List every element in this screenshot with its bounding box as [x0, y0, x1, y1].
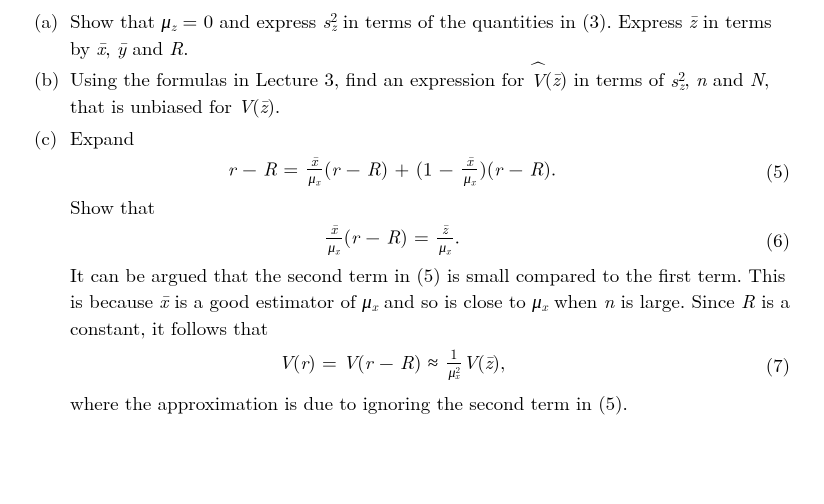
equation-5-number: (5)	[750, 158, 790, 184]
n: n	[604, 287, 615, 314]
text: and so is	[378, 287, 457, 314]
equation-5-body: r − R = x̄μx(r − R) + (1 − x̄μx)(r − R).	[34, 155, 750, 188]
R: R	[741, 287, 755, 314]
frac-xbar-mux: x̄μx	[326, 222, 341, 255]
item-a: (a) Show that μz = 0 and express s2z in …	[34, 8, 790, 60]
show-that: Show that	[70, 194, 790, 220]
text: Show that	[70, 7, 161, 34]
N: N	[750, 66, 764, 93]
V-hat: V	[531, 67, 545, 93]
equation-5: r − R = x̄μx(r − R) + (1 − x̄μx)(r − R).…	[34, 155, 790, 188]
text: ,	[684, 66, 696, 93]
frac-1-mux2: 1μ2x	[447, 347, 462, 380]
text: in terms of the quantities in (3).	[337, 7, 612, 34]
text: ,	[105, 34, 117, 61]
frac-xbar-mux: x̄μx	[462, 154, 477, 187]
paragraph-2: where the approximation is due to ignori…	[70, 390, 790, 416]
document-page: (a) Show that μz = 0 and express s2z in …	[0, 0, 824, 415]
text: close to	[463, 287, 532, 314]
text: )	[267, 92, 274, 119]
item-c-label: (c)	[34, 125, 70, 151]
text: in terms	[567, 66, 642, 93]
z-bar: z̄	[689, 7, 697, 34]
frac-zbar-mux: z̄μx	[437, 222, 452, 255]
paragraph-1: It can be argued that the second term in…	[70, 262, 790, 340]
item-c-expand: Expand	[70, 125, 790, 151]
y-bar: ȳ	[117, 34, 126, 61]
text: and	[707, 66, 750, 93]
text: = 0 and express	[176, 7, 322, 34]
text: Express	[618, 7, 689, 34]
text: and	[126, 34, 169, 61]
mu-x: μx	[362, 287, 378, 314]
n: n	[696, 66, 707, 93]
text: .	[183, 34, 188, 61]
x-bar: x̄	[96, 34, 105, 61]
s-z-squared: s2z	[323, 7, 337, 34]
equation-7-body: V(r) = V(r − R) ≈ 1μ2xV(z̄),	[34, 348, 750, 381]
text: Using the formulas in Lecture 3, find an…	[70, 66, 531, 93]
text: It can be argued that the second term in…	[70, 261, 619, 288]
item-b-body: Using the formulas in Lecture 3, find an…	[70, 66, 790, 118]
s-z-squared: s2z	[670, 66, 684, 93]
text: is a good estimator of	[168, 287, 362, 314]
equation-7-number: (7)	[750, 352, 790, 378]
text: is large. Since	[614, 287, 741, 314]
mu-z: μz	[161, 7, 176, 34]
mu-x: μx	[532, 287, 548, 314]
text: of	[649, 66, 671, 93]
text: .	[275, 92, 280, 119]
V: V	[238, 92, 252, 119]
item-b: (b) Using the formulas in Lecture 3, fin…	[34, 66, 790, 118]
text: (	[252, 92, 259, 119]
item-a-label: (a)	[34, 8, 70, 60]
item-a-body: Show that μz = 0 and express s2z in term…	[70, 8, 790, 60]
equation-6-body: x̄μx(r − R) = z̄μx.	[34, 223, 750, 256]
z-bar: z̄	[552, 66, 560, 93]
x-bar: x̄	[159, 287, 168, 314]
item-c: (c) Expand	[34, 125, 790, 151]
equation-7: V(r) = V(r − R) ≈ 1μ2xV(z̄), (7)	[34, 348, 790, 381]
equation-6: x̄μx(r − R) = z̄μx. (6)	[34, 223, 790, 256]
text: when	[548, 287, 604, 314]
item-b-label: (b)	[34, 66, 70, 118]
equation-6-number: (6)	[750, 227, 790, 253]
R: R	[169, 34, 183, 61]
frac-xbar-mux: x̄μx	[307, 154, 322, 187]
